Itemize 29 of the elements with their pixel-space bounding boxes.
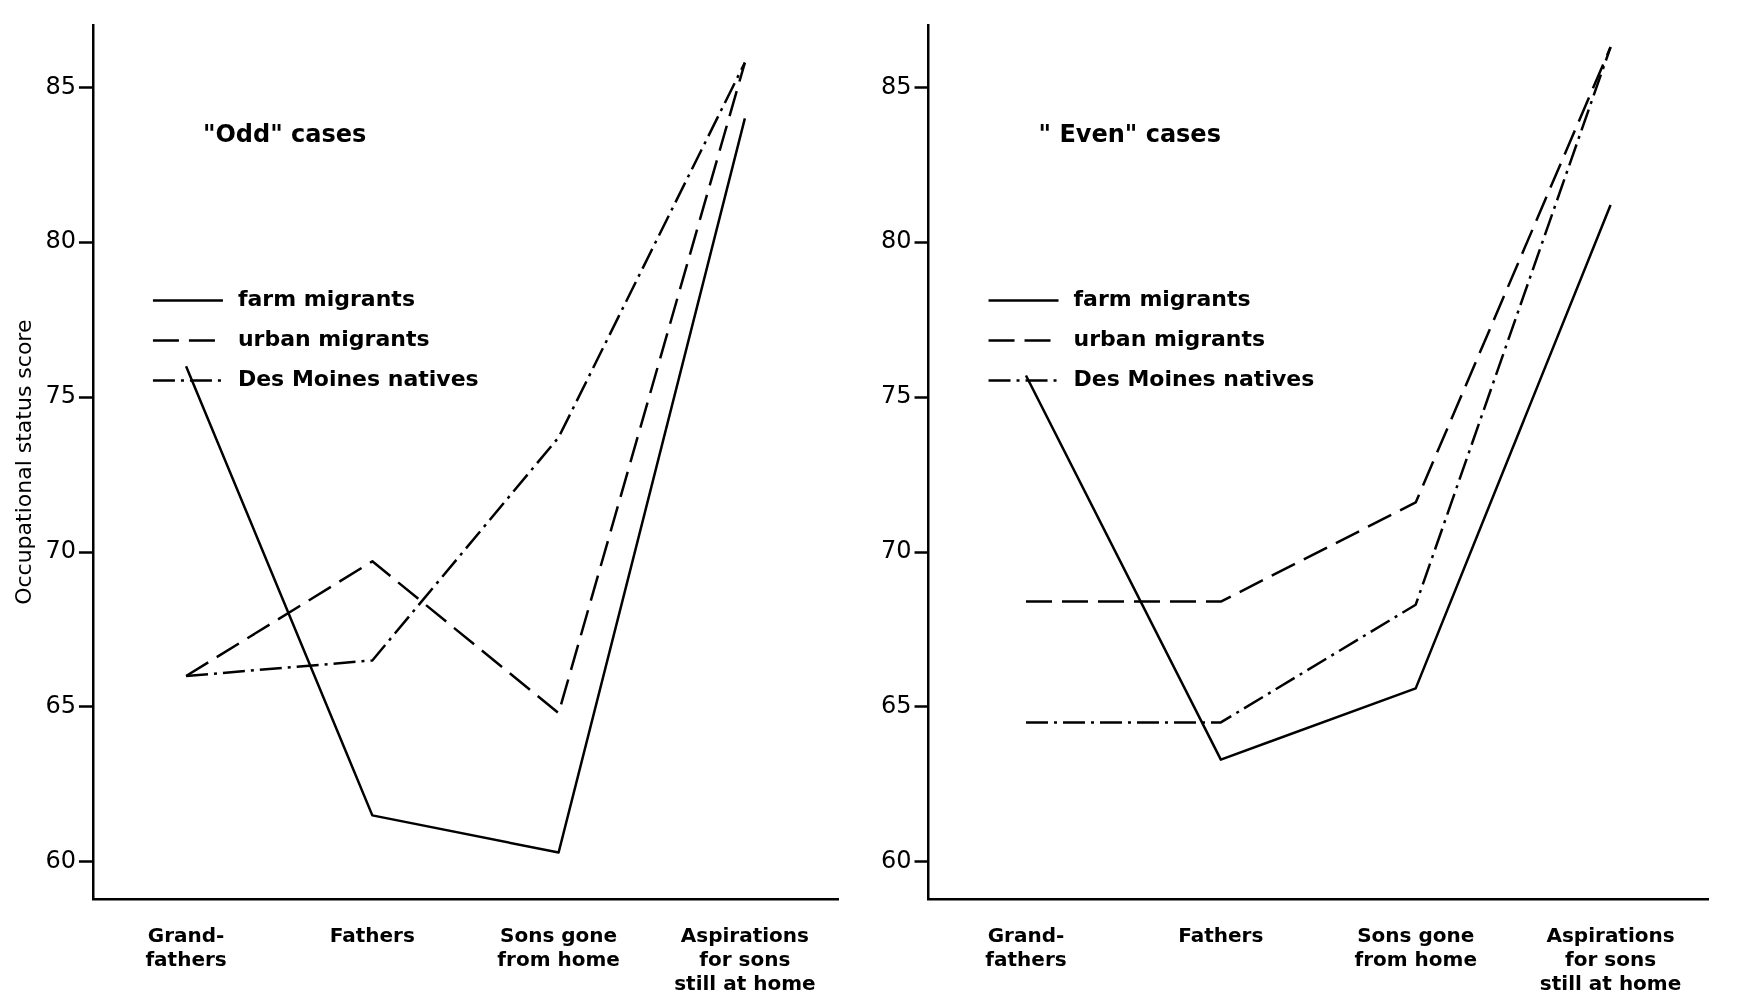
legend-label: Des Moines natives (237, 366, 479, 392)
x-tick-label: Grand-fathers (985, 923, 1067, 972)
x-tick-label: Fathers (1178, 923, 1264, 948)
y-tick-label: 65 (45, 691, 76, 720)
legend-label: urban migrants (1073, 326, 1266, 352)
y-tick-label: 70 (880, 536, 912, 565)
y-tick-label: 60 (45, 846, 76, 875)
legend-label: farm migrants (237, 286, 415, 312)
y-tick-label: 75 (880, 381, 912, 410)
y-tick-label: 65 (880, 691, 912, 720)
x-tick-label: Aspirations for sons still at home (1539, 923, 1682, 996)
y-tick-label: 85 (880, 71, 912, 100)
x-tick-label: Aspirations for sons still at home (674, 923, 816, 996)
x-tick-label: Fathers (329, 923, 415, 948)
y-tick-label: 85 (45, 71, 76, 100)
x-tick-label: Grand-fathers (145, 923, 227, 972)
legend-label: Des Moines natives (1073, 366, 1315, 392)
legend-label: farm migrants (1073, 286, 1251, 312)
x-tick-label: Sons gone from home (497, 923, 620, 972)
y-tick-label: 75 (45, 381, 76, 410)
y-axis-title: Occupational status score (10, 319, 36, 605)
y-tick-label: 60 (880, 846, 912, 875)
y-tick-label: 80 (880, 226, 912, 255)
y-tick-label: 70 (45, 536, 76, 565)
annotation: "Odd" cases (202, 119, 367, 148)
legend-label: urban migrants (237, 326, 430, 352)
annotation: " Even" cases (1038, 119, 1221, 148)
x-tick-label: Sons gone from home (1354, 923, 1477, 972)
y-tick-label: 80 (45, 226, 76, 255)
